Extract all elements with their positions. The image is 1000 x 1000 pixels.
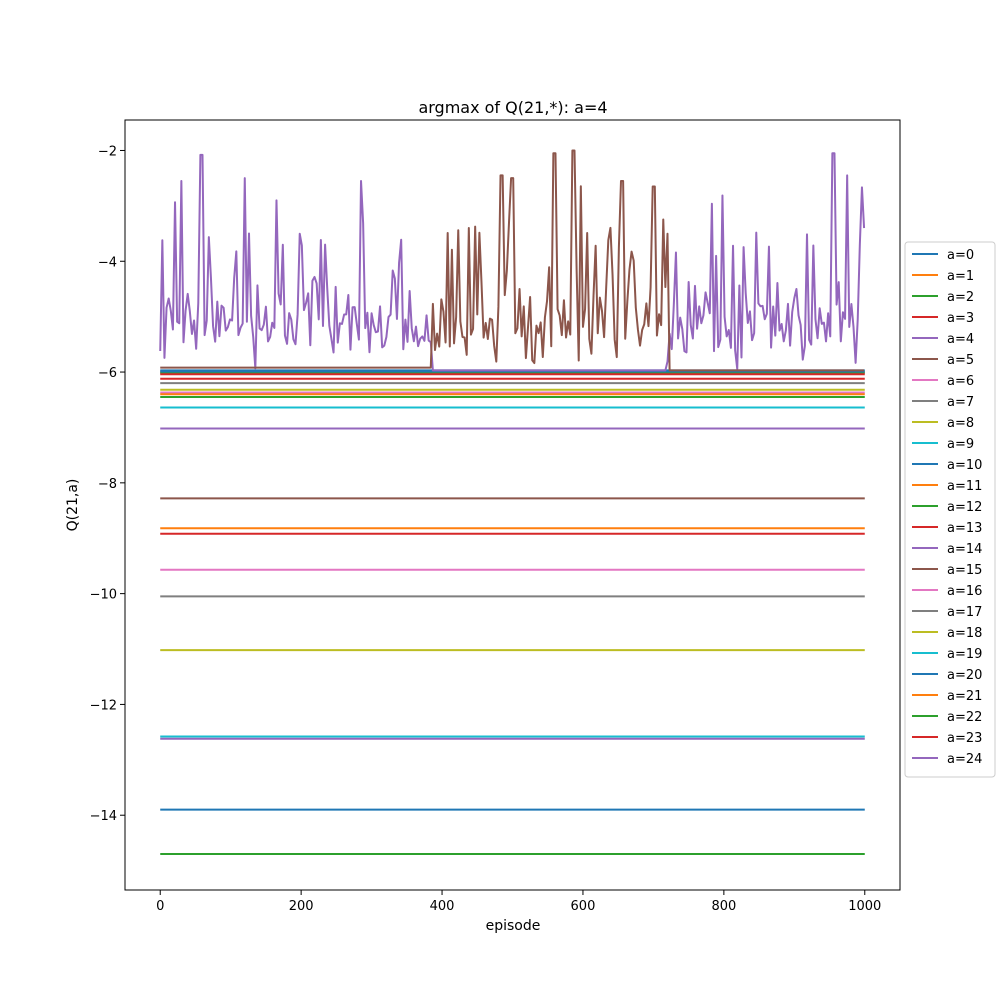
- chart-title: argmax of Q(21,*): a=4: [418, 98, 607, 117]
- legend-label: a=12: [947, 500, 982, 515]
- legend-label: a=22: [947, 710, 982, 725]
- legend-label: a=8: [947, 416, 974, 431]
- x-tick-label: 400: [430, 899, 455, 914]
- x-tick-label: 200: [289, 899, 314, 914]
- legend-label: a=24: [947, 752, 982, 767]
- x-tick-label: 0: [156, 899, 164, 914]
- x-tick-label: 1000: [848, 899, 881, 914]
- series-line-a-5: [160, 149, 865, 372]
- legend-label: a=13: [947, 521, 982, 536]
- y-tick-label: −14: [90, 809, 117, 824]
- legend-label: a=23: [947, 731, 982, 746]
- y-tick-label: −8: [98, 477, 117, 492]
- legend-label: a=2: [947, 290, 974, 305]
- legend-label: a=9: [947, 437, 974, 452]
- legend-label: a=7: [947, 395, 974, 410]
- y-tick-label: −12: [90, 698, 117, 713]
- y-tick-label: −4: [98, 255, 117, 270]
- series-layer: [159, 149, 866, 855]
- y-tick-label: −6: [98, 366, 117, 381]
- x-axis: 0 200 400 600 800 1000: [156, 890, 881, 914]
- legend-label: a=14: [947, 542, 982, 557]
- legend-box: [904, 241, 996, 778]
- legend-label: a=0: [947, 248, 974, 263]
- legend-label: a=6: [947, 374, 974, 389]
- legend-label: a=3: [947, 311, 974, 326]
- y-tick-label: −10: [90, 588, 117, 603]
- legend-label: a=18: [947, 626, 982, 641]
- x-axis-label: episode: [486, 918, 541, 934]
- plot-frame: [124, 119, 901, 891]
- legend: a=0 a=1 a=2 a=3 a=4 a=5 a=6 a=7 a=8 a=9 a=10 a=11 a=…: [904, 241, 996, 778]
- legend-label: a=1: [947, 269, 974, 284]
- legend-label: a=15: [947, 563, 982, 578]
- legend-label: a=19: [947, 647, 982, 662]
- legend-label: a=10: [947, 458, 982, 473]
- legend-label: a=5: [947, 353, 974, 368]
- series-line-a-4: [159, 152, 866, 372]
- y-axis: −14 −12 −10 −8 −6 −4 −2: [90, 144, 125, 824]
- legend-label: a=16: [947, 584, 982, 599]
- x-tick-label: 600: [571, 899, 596, 914]
- legend-label: a=17: [947, 605, 982, 620]
- legend-label: a=4: [947, 332, 974, 347]
- x-tick-label: 800: [711, 899, 736, 914]
- y-tick-label: −2: [98, 144, 117, 159]
- legend-label: a=11: [947, 479, 982, 494]
- legend-label: a=21: [947, 689, 982, 704]
- y-axis-label: Q(21,a): [65, 479, 81, 532]
- legend-label: a=20: [947, 668, 982, 683]
